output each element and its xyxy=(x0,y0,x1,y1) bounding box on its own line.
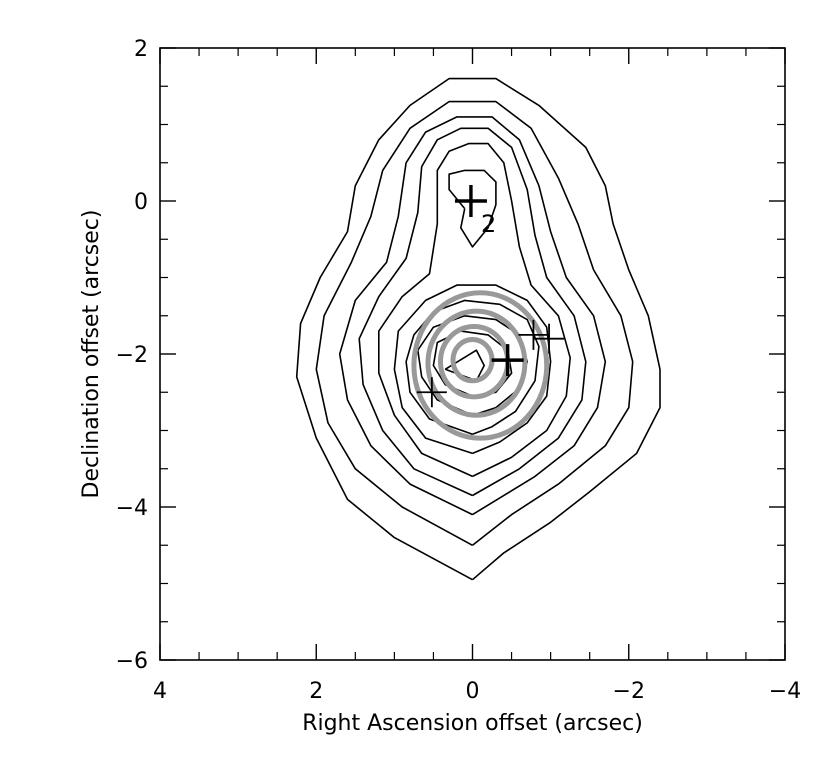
contour-line xyxy=(448,169,497,248)
x-tick-label: −2 xyxy=(613,679,645,704)
contour-line xyxy=(405,299,540,436)
y-tick-label: −6 xyxy=(116,649,148,674)
y-tick-label: 0 xyxy=(134,190,148,215)
x-tick-label: 2 xyxy=(309,679,323,704)
x-tick-label: 0 xyxy=(466,679,480,704)
tick-labels: 4 2 0 −2 −4 2 0 −2 −4 −6 xyxy=(116,37,802,704)
overlay-contour xyxy=(425,308,528,418)
contour-line xyxy=(338,116,607,516)
contour-line xyxy=(377,142,572,478)
source-markers: 2 xyxy=(416,185,565,408)
y-tick-label: −2 xyxy=(116,343,148,368)
contour-line xyxy=(315,100,634,547)
x-tick-label: 4 xyxy=(153,679,167,704)
y-tick-label: 2 xyxy=(134,37,148,62)
y-axis-label: Declination offset (arcsec) xyxy=(79,210,104,499)
y-tick-label: −4 xyxy=(116,496,148,521)
contour-lines xyxy=(295,77,661,581)
axis-ticks xyxy=(159,47,786,661)
source-marker-label: 2 xyxy=(481,210,496,238)
overlay-contour xyxy=(411,290,550,441)
contour-line xyxy=(358,127,587,497)
contour-line xyxy=(295,77,661,581)
contour-line xyxy=(393,284,552,455)
x-axis-label: Right Ascension offset (arcsec) xyxy=(302,711,643,736)
overlay-contours xyxy=(411,290,550,441)
x-tick-label: −4 xyxy=(769,679,801,704)
plot-frame xyxy=(159,47,786,661)
